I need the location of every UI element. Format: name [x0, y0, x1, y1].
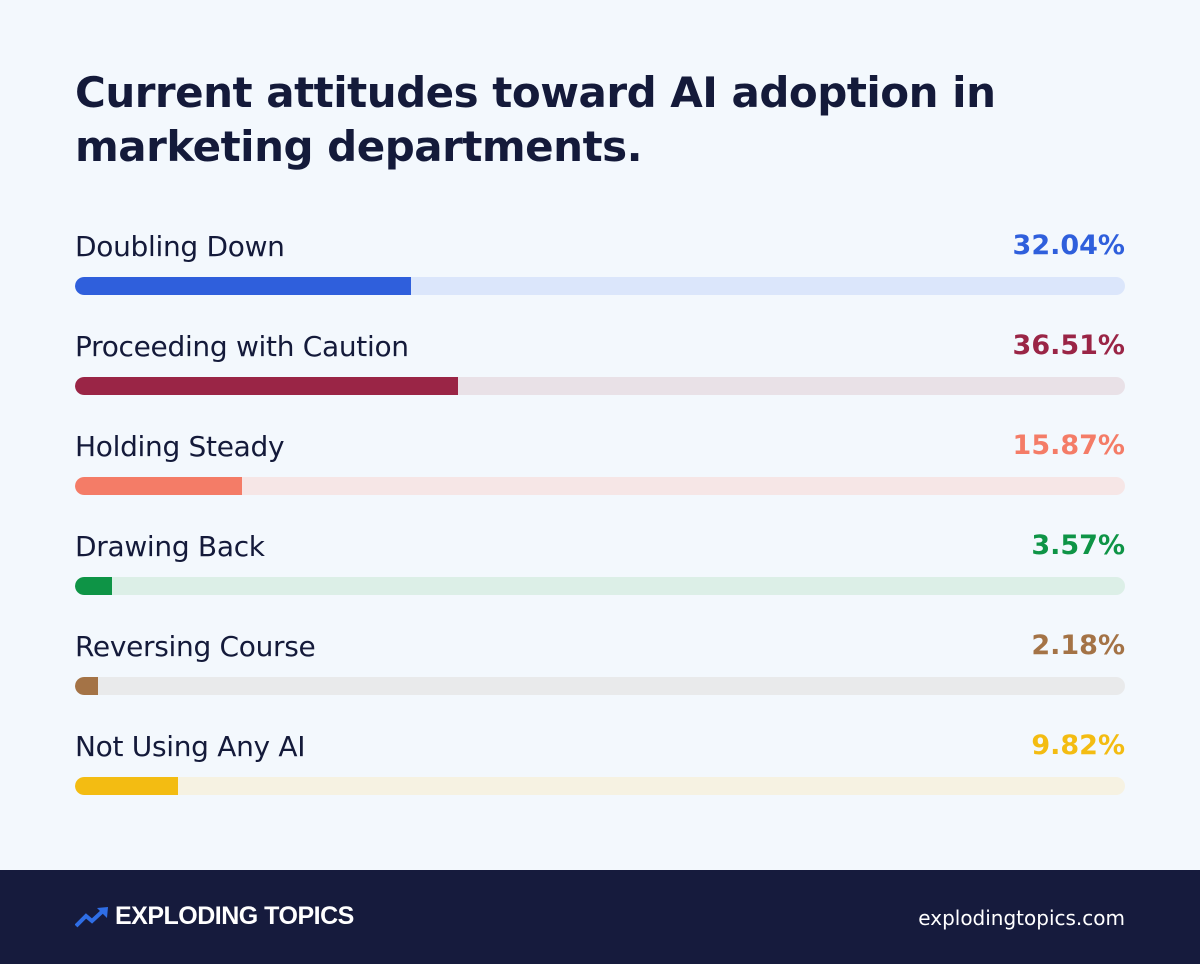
bar-track	[75, 377, 1125, 395]
bar-fill	[75, 277, 412, 295]
bar-row: Not Using Any AI 9.82%	[75, 728, 1125, 828]
bar-row: Holding Steady 15.87%	[75, 428, 1125, 528]
value-label: 36.51%	[1012, 330, 1125, 361]
bar-track	[75, 577, 1125, 595]
bar-row: Doubling Down 32.04%	[75, 228, 1125, 328]
value-label: 3.57%	[1031, 530, 1125, 561]
value-label: 15.87%	[1012, 430, 1125, 461]
bar-track	[75, 477, 1125, 495]
site-url[interactable]: explodingtopics.com	[918, 906, 1125, 930]
footer: EXPLODING TOPICS explodingtopics.com	[0, 870, 1200, 964]
trend-arrow-icon	[75, 906, 108, 927]
bar-row: Drawing Back 3.57%	[75, 528, 1125, 628]
brand-name: EXPLODING TOPICS	[115, 902, 354, 930]
bar-fill	[75, 477, 242, 495]
value-label: 2.18%	[1031, 630, 1125, 661]
bar-row: Proceeding with Caution 36.51%	[75, 328, 1125, 428]
category-label: Drawing Back	[75, 530, 265, 563]
chart-title: Current attitudes toward AI adoption in …	[75, 68, 996, 171]
brand-logo: EXPLODING TOPICS	[75, 902, 354, 931]
value-label: 32.04%	[1012, 230, 1125, 261]
category-label: Doubling Down	[75, 230, 285, 263]
bar-track	[75, 777, 1125, 795]
bar-rows: Doubling Down 32.04% Proceeding with Cau…	[75, 228, 1125, 828]
bar-fill	[75, 777, 179, 795]
bar-track	[75, 677, 1125, 695]
category-label: Proceeding with Caution	[75, 330, 409, 363]
bar-fill	[75, 377, 459, 395]
value-label: 9.82%	[1031, 730, 1125, 761]
bar-fill	[75, 577, 113, 595]
category-label: Not Using Any AI	[75, 730, 306, 763]
category-label: Reversing Course	[75, 630, 316, 663]
category-label: Holding Steady	[75, 430, 285, 463]
bar-fill	[75, 677, 98, 695]
bar-track	[75, 277, 1125, 295]
bar-row: Reversing Course 2.18%	[75, 628, 1125, 728]
